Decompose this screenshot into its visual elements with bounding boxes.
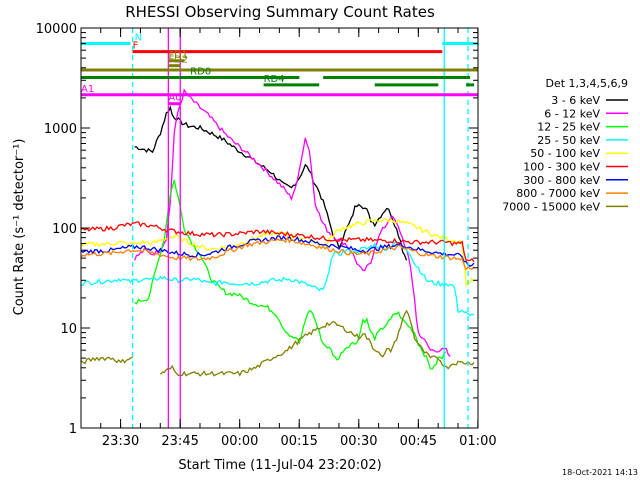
legend-title: Det 1,3,4,5,6,9 bbox=[545, 77, 628, 90]
y-tick-label-3: 1000 bbox=[44, 122, 77, 137]
x-tick-label-3: 00:15 bbox=[280, 434, 317, 449]
time-bar-label-fd1: FD1 bbox=[168, 50, 188, 61]
y-tick-label-0: 1 bbox=[69, 422, 77, 437]
time-bar-label-rd0: RD0 bbox=[190, 66, 211, 77]
series-line-25-50-kev bbox=[81, 240, 475, 317]
axes: 1 10 100 1000 10000 23:30 23:45 00:00 00:15 00:30… bbox=[36, 22, 497, 449]
time-bar-label-a0: A0 bbox=[168, 93, 181, 104]
y-tick-label-4: 10000 bbox=[36, 22, 77, 37]
footer-date: 18-Oct-2021 14:13 bbox=[562, 468, 638, 477]
legend-label-12-25-kev: 12 - 25 keV bbox=[537, 121, 600, 134]
legend-label-50-100-kev: 50 - 100 keV bbox=[530, 147, 600, 160]
time-bar-label-n: N bbox=[135, 32, 142, 43]
x-tick-label-0: 23:30 bbox=[102, 434, 139, 449]
x-tick-label-4: 00:30 bbox=[340, 434, 377, 449]
series-line-100-300-kev bbox=[81, 221, 475, 263]
legend-label-800-7000-kev: 800 - 7000 keV bbox=[516, 187, 600, 200]
legend-label-3-6-kev: 3 - 6 keV bbox=[551, 94, 600, 107]
time-bar-label-rd4: RD4 bbox=[264, 74, 285, 85]
x-tick-label-5: 00:45 bbox=[400, 434, 437, 449]
legend-label-100-300-kev: 100 - 300 keV bbox=[523, 161, 600, 174]
time-bar-label-a1: A1 bbox=[81, 84, 94, 95]
x-tick-label-6: 01:00 bbox=[459, 434, 496, 449]
y-tick-label-2: 100 bbox=[52, 222, 77, 237]
time-bar-label-f: F bbox=[133, 41, 139, 52]
y-tick-label-1: 10 bbox=[60, 322, 77, 337]
time-bar-label-fd2: FD2 bbox=[168, 55, 188, 66]
x-tick-label-2: 00:00 bbox=[221, 434, 258, 449]
legend-label-6-12-kev: 6 - 12 keV bbox=[544, 107, 600, 120]
legend-label-300-800-kev: 300 - 800 keV bbox=[523, 174, 600, 187]
y-axis-label: Count Rate (s⁻¹ detector⁻¹) bbox=[12, 139, 27, 316]
chart-title: RHESSI Observing Summary Count Rates bbox=[125, 3, 435, 21]
legend-label-7000-15000-kev: 7000 - 15000 keV bbox=[502, 200, 600, 213]
x-axis-label: Start Time (11-Jul-04 23:20:02) bbox=[178, 458, 381, 473]
series-line-800-7000-kev bbox=[81, 236, 475, 271]
x-tick-label-1: 23:45 bbox=[161, 434, 198, 449]
legend-label-25-50-kev: 25 - 50 keV bbox=[537, 134, 600, 147]
series-line-7000-15000-kev bbox=[81, 309, 475, 377]
